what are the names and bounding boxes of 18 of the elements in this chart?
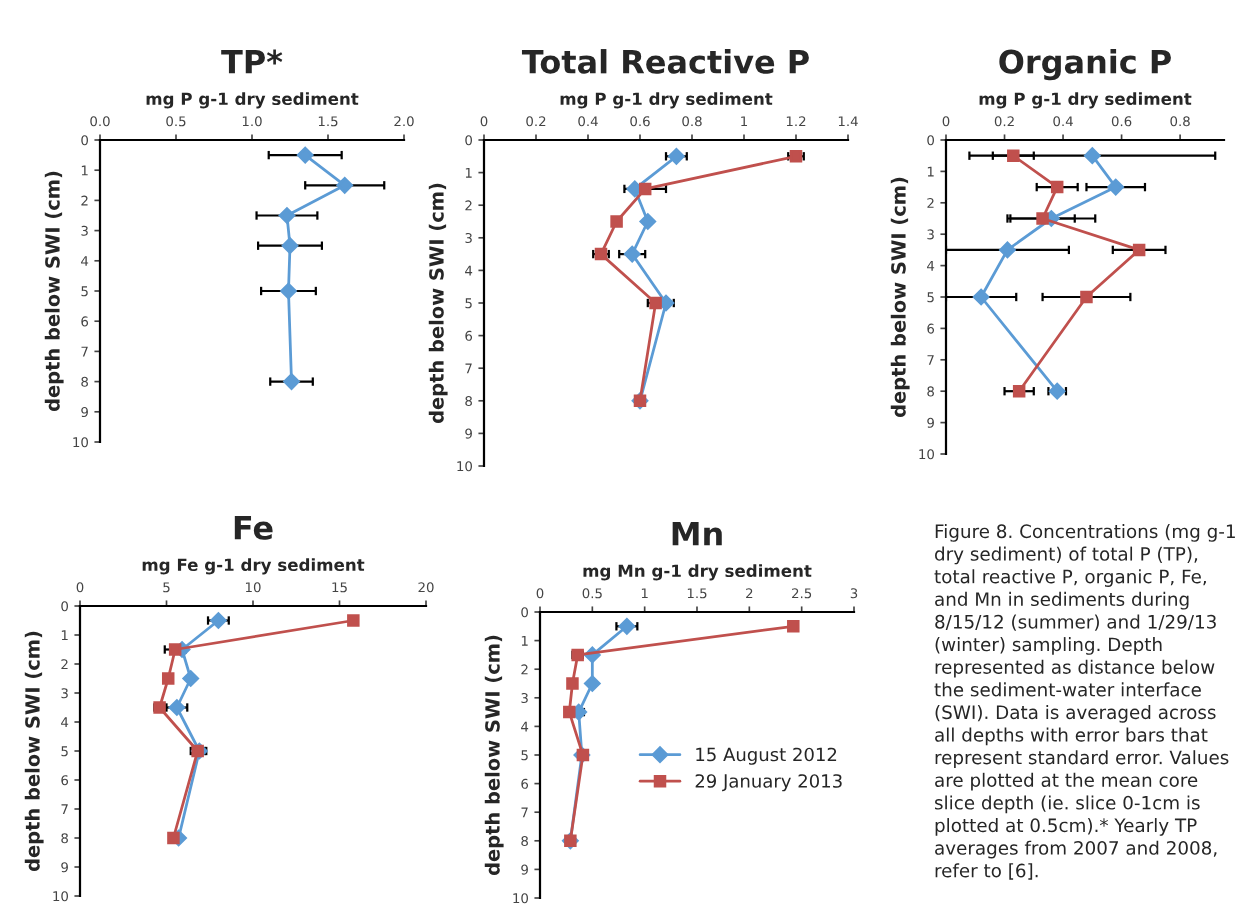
chart-title: Mn [672, 522, 722, 546]
y-axis-title: depth below SWI (cm) [890, 177, 910, 418]
x-axis-title: mg P g-1 dry sediment [146, 92, 359, 109]
y-axis-title: depth below SWI (cm) [428, 183, 448, 424]
chart-title: Fe [234, 516, 273, 540]
chart-title: Total Reactive P [521, 49, 809, 74]
x-axis-title: mg Fe g-1 dry sediment [142, 558, 365, 575]
chart-title: TP* [221, 49, 283, 74]
legend-label: 15 August 2012 [696, 747, 837, 765]
y-axis-title: depth below SWI (cm) [24, 631, 44, 872]
x-axis-title: mg P g-1 dry sediment [560, 92, 773, 109]
text: Figure 8. Concentrations (mg g-1 dry sediment) of total P (TP), total reactive P, organic P, Fe, and Mn in sediments during 8/15/12 (summer) and 1/29/13 (winter) sampling. Depth represented as distance below the sediment-water interface (SWI). Data is averaged across all depths with error bars that represent standard error. Values are plotted at the mean core slice depth (ie. slice 0-1cm is plotted at 0.5cm).* Yearly TP averages from 2007 and 2008, refer to [6]. [934, 524, 1235, 880]
y-axis-title: depth below SWI (cm) [484, 635, 504, 876]
x-axis-title: mg P g-1 dry sediment [979, 92, 1192, 109]
legend-label: 29 January 2013 [695, 774, 842, 792]
chart-title: Organic P [999, 49, 1171, 81]
x-axis-title: mg Mn g-1 dry sediment [583, 564, 812, 581]
y-axis-title: depth below SWI (cm) [44, 171, 64, 412]
